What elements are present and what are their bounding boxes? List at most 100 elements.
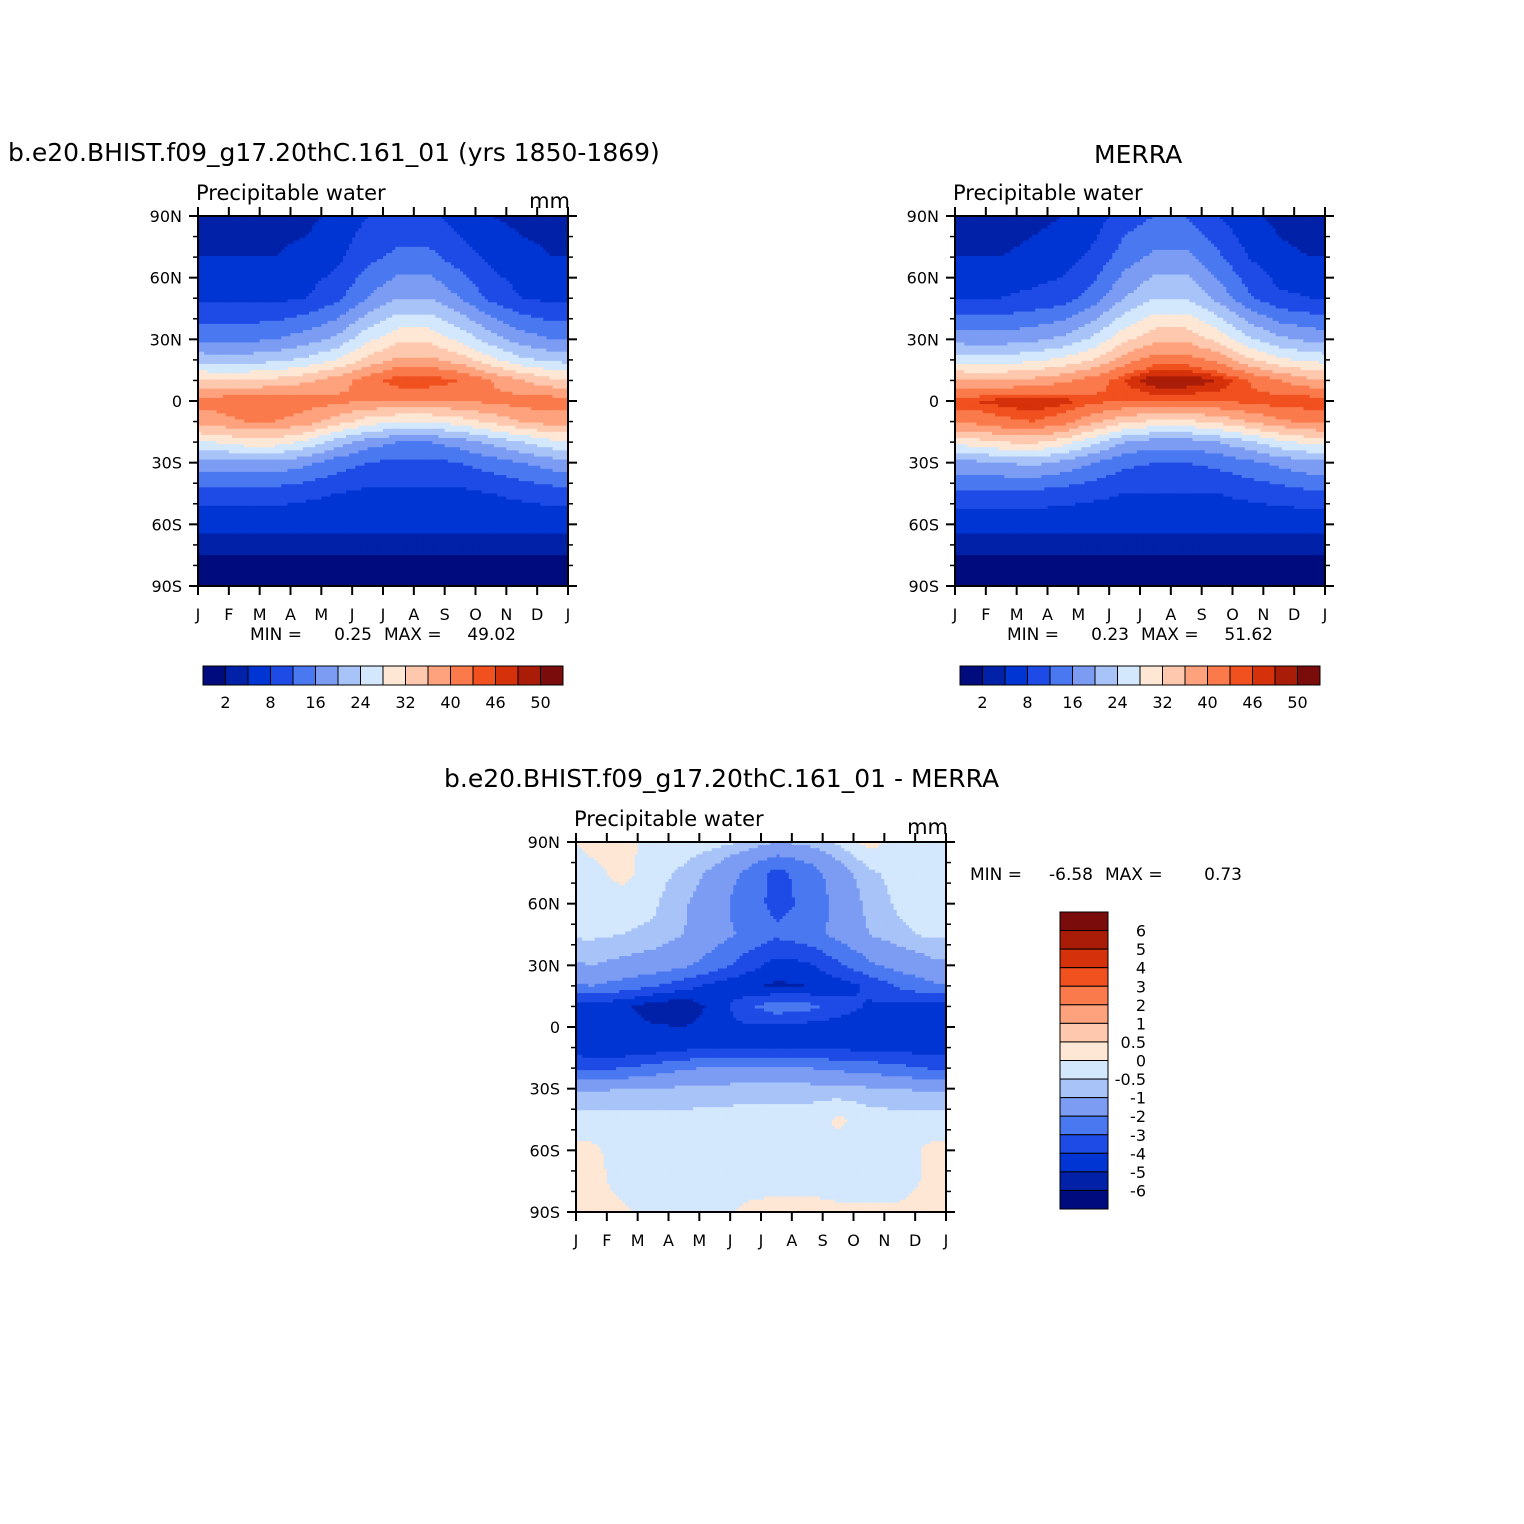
field-cell (524, 222, 529, 226)
field-cell (342, 237, 347, 242)
field-cell (235, 234, 239, 239)
field-cell (210, 228, 215, 233)
field-cell (259, 237, 264, 242)
field-cell (213, 237, 218, 242)
field-cell (555, 225, 560, 229)
field-cell (305, 219, 310, 223)
field-cell (420, 222, 424, 226)
field-cell (228, 231, 233, 236)
field-cell (546, 228, 551, 233)
field-cell (321, 222, 326, 226)
field-cell (524, 228, 529, 233)
field-cell (524, 219, 529, 223)
field-cell (429, 228, 433, 233)
field-cell (373, 237, 378, 242)
field-cell (503, 225, 507, 229)
field-cell (463, 225, 467, 229)
field-cell (429, 216, 433, 220)
field-cell (321, 237, 326, 242)
field-cell (531, 216, 535, 220)
field-cell (278, 237, 282, 242)
field-cell (352, 219, 356, 223)
field-cell (546, 234, 551, 239)
field-cell (475, 216, 480, 220)
field-cell (222, 222, 227, 226)
field-cell (201, 225, 205, 229)
field-cell (342, 234, 347, 239)
field-cell (293, 225, 298, 229)
field-cell (201, 222, 205, 226)
field-cell (534, 237, 538, 242)
field-cell (235, 231, 239, 236)
field-cell (518, 228, 523, 233)
field-cell (404, 225, 409, 229)
field-cell (355, 234, 359, 239)
field-cell (413, 231, 418, 236)
field-cell (534, 219, 538, 223)
field-cell (506, 219, 511, 223)
field-cell (549, 219, 554, 223)
field-cell (198, 234, 202, 239)
field-cell (407, 234, 412, 239)
field-cell (370, 231, 375, 236)
field-cell (247, 231, 252, 236)
field-cell (463, 222, 467, 226)
field-cell (302, 216, 307, 220)
field-cell (490, 216, 495, 220)
field-cell (457, 225, 461, 229)
field-cell (330, 225, 335, 229)
field-cell (241, 231, 245, 236)
field-cell (265, 219, 270, 223)
field-cell (534, 216, 538, 220)
field-cell (330, 222, 335, 226)
field-cell (552, 228, 557, 233)
field-cell (241, 222, 245, 226)
field-cell (416, 228, 421, 233)
field-cell (497, 228, 501, 233)
field-cell (278, 231, 282, 236)
field-cell (423, 237, 427, 242)
field-cell (420, 234, 424, 239)
field-cell (518, 231, 523, 236)
field-cell (546, 237, 551, 242)
field-cell (457, 231, 461, 236)
field-cell (284, 234, 289, 239)
model-panel-title: b.e20.BHIST.f09_g17.20thC.161_01 (yrs 18… (8, 138, 660, 167)
field-cell (463, 228, 467, 233)
field-cell (506, 225, 511, 229)
field-cell (379, 228, 384, 233)
field-cell (527, 231, 532, 236)
field-cell (475, 228, 480, 233)
field-cell (244, 222, 248, 226)
field-cell (321, 228, 326, 233)
field-cell (487, 231, 492, 236)
field-cell (432, 228, 437, 233)
field-cell (204, 228, 208, 233)
field-cell (275, 234, 279, 239)
field-cell (287, 228, 292, 233)
field-cell (241, 216, 245, 220)
field-cell (327, 237, 332, 242)
field-cell (490, 225, 495, 229)
field-cell (312, 231, 316, 236)
field-cell (410, 234, 415, 239)
field-cell (299, 225, 304, 229)
field-cell (564, 234, 569, 239)
field-cell (481, 225, 486, 229)
field-cell (463, 216, 467, 220)
field-cell (407, 216, 412, 220)
field-cell (247, 234, 252, 239)
field-cell (509, 219, 514, 223)
field-cell (524, 216, 529, 220)
field-cell (216, 216, 221, 220)
field-cell (500, 231, 504, 236)
field-cell (521, 234, 526, 239)
field-cell (364, 228, 369, 233)
field-cell (253, 231, 258, 236)
field-cell (392, 228, 396, 233)
field-cell (534, 225, 538, 229)
field-cell (222, 219, 227, 223)
field-cell (367, 231, 372, 236)
field-cell (198, 240, 202, 245)
field-cell (210, 222, 215, 226)
